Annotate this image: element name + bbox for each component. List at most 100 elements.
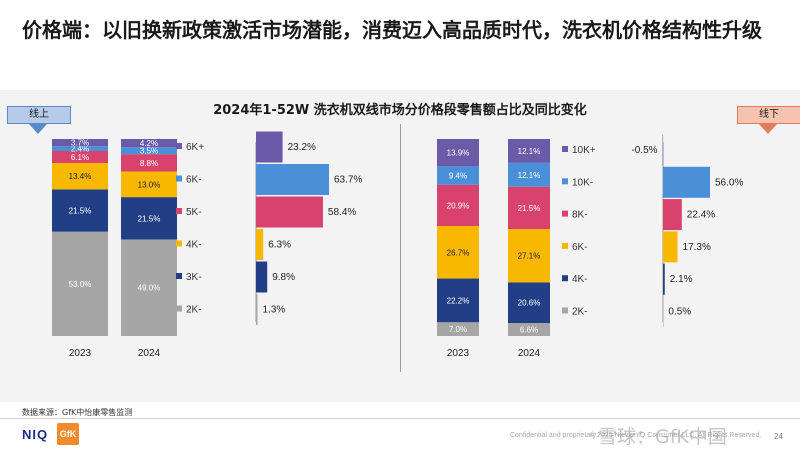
growth-bar bbox=[256, 261, 268, 293]
growth-data-label: 0.5% bbox=[668, 307, 691, 318]
growth-data-label: 58.4% bbox=[328, 207, 356, 218]
legend-label: 10K- bbox=[572, 177, 593, 188]
legend-label: 2K- bbox=[572, 307, 588, 318]
niq-logo: NIQ bbox=[22, 427, 49, 442]
segment-data-label: 9.4% bbox=[449, 172, 467, 181]
x-axis-tick-label: 2023 bbox=[447, 348, 470, 359]
growth-data-label: 56.0% bbox=[715, 177, 743, 188]
x-axis-tick-label: 2024 bbox=[518, 348, 541, 359]
channel-tag-online: 线上 bbox=[7, 106, 71, 124]
segment-data-label: 13.9% bbox=[447, 149, 470, 158]
legend-swatch bbox=[176, 143, 182, 149]
confidential-note: Confidential and proprietary bbox=[510, 432, 596, 439]
stacked-bar-segment bbox=[52, 189, 108, 232]
legend-swatch bbox=[562, 146, 568, 152]
growth-bar bbox=[663, 296, 664, 327]
legend-label: 4K- bbox=[572, 274, 588, 285]
page-title: 价格端：以旧换新政策激活市场潜能，消费迈入高品质时代，洗衣机价格结构性升级 bbox=[22, 18, 762, 42]
legend-label: 3K- bbox=[186, 272, 202, 283]
stacked-bar-segment bbox=[508, 162, 550, 187]
legend-label: 2K- bbox=[186, 305, 202, 316]
growth-data-label: 9.8% bbox=[272, 272, 295, 283]
stacked-bar-segment bbox=[437, 184, 479, 226]
stacked-bar-segment bbox=[52, 146, 108, 152]
growth-bar bbox=[256, 229, 264, 260]
segment-data-label: 53.0% bbox=[69, 280, 92, 289]
segment-data-label: 20.6% bbox=[518, 299, 541, 308]
copyright-note: © 2025 NielsenIQ Consumer LLC. All Right… bbox=[590, 432, 762, 439]
legend-swatch bbox=[176, 305, 182, 312]
segment-data-label: 13.4% bbox=[69, 172, 92, 181]
stacked-bar-segment bbox=[437, 166, 479, 185]
stacked-bar-segment bbox=[121, 197, 177, 240]
growth-bar bbox=[663, 199, 682, 231]
source-note: 数据来源：GfK中怡康零售监测 bbox=[22, 408, 133, 417]
legend-label: 6K- bbox=[186, 175, 202, 186]
stacked-bar-segment bbox=[52, 231, 108, 336]
stacked-bar-segment bbox=[121, 154, 177, 172]
growth-data-label: 17.3% bbox=[683, 242, 711, 253]
chart-title: 2024年1-52W 洗衣机双线市场分价格段零售额占比及同比变化 bbox=[213, 103, 587, 118]
legend-swatch bbox=[176, 208, 182, 214]
stacked-bar-segment bbox=[437, 322, 479, 336]
legend-swatch bbox=[562, 210, 568, 217]
legend-label: 6K- bbox=[572, 242, 588, 253]
legend-swatch bbox=[176, 175, 182, 182]
growth-data-label: 22.4% bbox=[687, 210, 715, 221]
growth-data-label: -0.5% bbox=[631, 145, 657, 156]
segment-data-label: 21.5% bbox=[69, 207, 92, 216]
legend-label: 5K- bbox=[186, 207, 202, 218]
growth-bar bbox=[663, 231, 678, 263]
growth-bar bbox=[256, 294, 258, 325]
stacked-bar-segment bbox=[508, 139, 550, 163]
growth-data-label: 6.3% bbox=[268, 240, 291, 251]
growth-data-label: 23.2% bbox=[288, 142, 316, 153]
x-axis-tick-label: 2024 bbox=[138, 348, 161, 359]
arrow-down-icon bbox=[29, 124, 47, 134]
segment-data-label: 49.0% bbox=[138, 284, 161, 293]
stacked-bar-segment bbox=[52, 139, 108, 147]
stacked-bar-segment bbox=[508, 229, 550, 283]
legend-swatch bbox=[562, 307, 568, 314]
stacked-bar-segment bbox=[508, 282, 550, 323]
growth-bar bbox=[256, 196, 323, 228]
segment-data-label: 12.1% bbox=[518, 171, 541, 180]
legend-swatch bbox=[562, 275, 568, 282]
growth-bar bbox=[663, 263, 665, 295]
footer-divider bbox=[0, 418, 800, 419]
segment-data-label: 3.5% bbox=[140, 147, 158, 156]
legend-swatch bbox=[176, 273, 182, 279]
growth-bar bbox=[663, 166, 710, 198]
segment-data-label: 4.2% bbox=[140, 139, 158, 148]
growth-data-label: 63.7% bbox=[334, 175, 362, 186]
segment-data-label: 6.1% bbox=[71, 153, 89, 162]
segment-data-label: 3.7% bbox=[71, 139, 89, 148]
stacked-bar-segment bbox=[508, 186, 550, 230]
stacked-bar-segment bbox=[52, 163, 108, 190]
segment-data-label: 27.1% bbox=[518, 252, 541, 261]
segment-data-label: 2.4% bbox=[71, 145, 89, 154]
stacked-bar-segment bbox=[52, 151, 108, 164]
legend-swatch bbox=[176, 240, 182, 247]
growth-data-label: 1.3% bbox=[262, 305, 285, 316]
segment-data-label: 22.2% bbox=[447, 296, 470, 305]
growth-bar bbox=[256, 131, 283, 163]
panel-divider bbox=[400, 124, 401, 372]
segment-data-label: 21.5% bbox=[518, 204, 541, 213]
stacked-bar-segment bbox=[508, 322, 550, 336]
stacked-bar-segment bbox=[437, 225, 479, 279]
legend-label: 8K- bbox=[572, 210, 588, 221]
stacked-bar-segment bbox=[121, 139, 177, 148]
x-axis-tick-label: 2023 bbox=[69, 348, 92, 359]
chart-offline: 7.0% 22.2% 26.7% 20.9% 9.4% 13.9% 2023 6.6% 20.6… bbox=[437, 134, 743, 359]
legend-swatch bbox=[562, 178, 568, 185]
stacked-bar-segment bbox=[121, 171, 177, 198]
arrow-down-icon bbox=[759, 124, 777, 134]
legend-label: 10K+ bbox=[572, 145, 596, 156]
stacked-bar-segment bbox=[437, 278, 479, 323]
chart-online: 53.0% 21.5% 13.4% 6.1%2.4%3.7% 2023 49.0% 21.5… bbox=[52, 131, 362, 359]
gfk-logo: GfK bbox=[57, 423, 79, 445]
segment-data-label: 13.0% bbox=[138, 180, 161, 189]
segment-data-label: 8.8% bbox=[140, 159, 158, 168]
channel-tag-offline: 线下 bbox=[737, 106, 800, 124]
